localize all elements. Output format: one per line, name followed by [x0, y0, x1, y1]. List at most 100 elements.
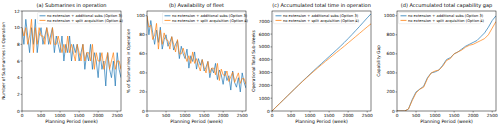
legend-swatch [401, 15, 407, 16]
series-line [397, 21, 496, 111]
x-tick-label: 1000 [305, 113, 316, 118]
y-axis-label: % of Submarines in Operation [126, 28, 131, 93]
legend: no extension + additional subs (Option 3… [38, 13, 124, 24]
title: (b) Availability of fleet [169, 2, 224, 9]
y-tick-label: 7000 [259, 19, 270, 24]
series-group [272, 14, 371, 111]
series-group [397, 16, 496, 111]
legend-label: no extension + additional subs (Option 3… [408, 14, 484, 18]
y-tick-label: 800 [387, 32, 395, 37]
y-tick [21, 27, 23, 28]
y-tick-label: 100 [137, 13, 145, 18]
y-tick-label: 600 [387, 51, 395, 56]
y-tick [396, 15, 398, 16]
legend-swatch [40, 20, 46, 21]
y-tick-label: 0 [142, 109, 145, 114]
y-tick [146, 15, 148, 16]
x-tick-label: 2000 [343, 113, 354, 118]
legend: no extension + additional subs (Option 3… [274, 13, 360, 24]
figure: (a) Submarines in operation0500100015002… [0, 0, 500, 132]
legend-swatch [165, 20, 171, 21]
legend-swatch [276, 15, 282, 16]
x-tick-label: 2500 [237, 113, 248, 118]
series-line [147, 16, 246, 92]
x-tick-label: 2500 [362, 113, 373, 118]
y-tick [396, 91, 398, 92]
series-line [22, 19, 121, 86]
y-axis-label: Number of Submarines in Operation [1, 22, 6, 100]
y-tick-label: 4 [17, 75, 20, 80]
legend-swatch [165, 15, 171, 16]
series-group [22, 19, 121, 86]
y-tick-label: 1000 [259, 96, 270, 101]
y-tick-label: 1000 [384, 13, 395, 18]
series-line [272, 14, 371, 111]
x-tick-label: 500 [412, 113, 420, 118]
legend-label: no extension + additional subs (Option 3… [172, 14, 248, 18]
x-tick-label: 2000 [218, 113, 229, 118]
y-tick [271, 111, 273, 112]
y-tick [21, 44, 23, 45]
x-tick-label: 500 [37, 113, 45, 118]
plot-frame [397, 11, 496, 111]
panel: (d) Accumulated total capability gap 0 500… [376, 2, 498, 124]
y-tick-label: 4000 [259, 57, 270, 62]
y-tick-label: 20 [139, 89, 145, 94]
y-tick [21, 77, 23, 78]
title: (c) Accumulated total time in operation [272, 2, 371, 9]
y-tick-label: 6000 [259, 32, 270, 37]
legend-swatch [40, 15, 46, 16]
legend-label: no extension + split acquisition (Option… [408, 19, 485, 23]
y-tick-label: 2 [17, 92, 20, 97]
y-tick-label: 12 [14, 9, 20, 14]
y-tick [271, 21, 273, 22]
x-tick-label: 500 [162, 113, 170, 118]
legend-swatch [401, 20, 407, 21]
title: (a) Submarines in operation [36, 2, 106, 9]
x-axis-label: Planning Period (week) [170, 119, 223, 124]
y-tick [146, 111, 148, 112]
y-tick [271, 46, 273, 47]
legend-label: no extension + split acquisition (Option… [172, 19, 249, 23]
x-axis-label: Planning Period (week) [295, 119, 348, 124]
y-tick-label: 6 [17, 59, 20, 64]
series-line [22, 19, 121, 69]
y-tick-label: 3000 [259, 70, 270, 75]
y-tick-label: 0 [267, 109, 270, 114]
x-tick-label: 2000 [468, 113, 479, 118]
series-line [272, 24, 371, 111]
legend-label: no extension + split acquisition (Option… [47, 19, 124, 23]
x-tick-label: 0 [396, 113, 399, 118]
y-tick-label: 80 [139, 32, 145, 37]
series-line [397, 16, 496, 111]
legend-swatch [276, 20, 282, 21]
y-tick [146, 72, 148, 73]
y-tick-label: 60 [139, 51, 145, 56]
y-tick-label: 0 [17, 109, 20, 114]
y-tick [146, 34, 148, 35]
y-tick [146, 53, 148, 54]
y-tick-label: 200 [387, 89, 395, 94]
y-tick [21, 11, 23, 12]
title: (d) Accumulated total capability gap [401, 2, 492, 9]
x-tick-label: 500 [287, 113, 295, 118]
series-group [147, 16, 246, 92]
x-tick-label: 0 [271, 113, 274, 118]
x-axis-label: Planning Period (week) [45, 119, 98, 124]
y-tick [396, 72, 398, 73]
legend-label: no extension + split acquisition (Option… [283, 19, 360, 23]
x-tick-label: 1500 [199, 113, 210, 118]
y-tick-label: 5000 [259, 44, 270, 49]
y-tick [271, 72, 273, 73]
legend-label: no extension + additional subs (Option 3… [47, 14, 123, 18]
y-tick [271, 98, 273, 99]
y-tick [396, 53, 398, 54]
y-axis-label: Operational Total Sub-Weeks [251, 29, 256, 91]
plot-frame [272, 11, 371, 111]
x-tick-label: 2500 [112, 113, 123, 118]
x-axis-label: Planning Period (week) [420, 119, 473, 124]
y-tick [146, 91, 148, 92]
y-tick [271, 85, 273, 86]
x-tick-label: 1000 [430, 113, 441, 118]
y-tick [21, 61, 23, 62]
